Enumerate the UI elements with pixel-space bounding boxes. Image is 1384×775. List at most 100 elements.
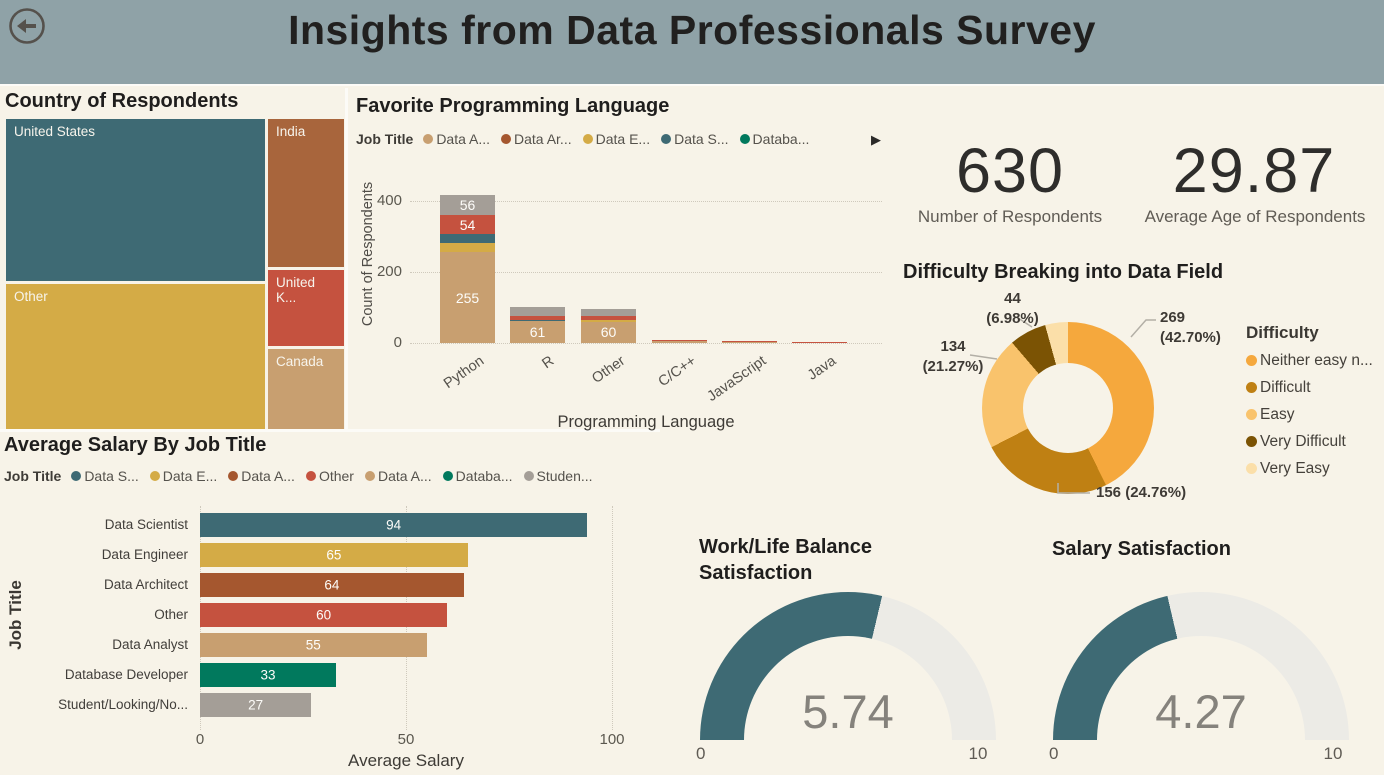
bar-segment[interactable] <box>581 319 636 322</box>
legend-dot-icon <box>71 471 82 481</box>
bar-segment[interactable]: 56 <box>440 195 495 216</box>
x-axis-tick-label: 100 <box>599 731 625 748</box>
legend-dot-icon <box>501 134 512 144</box>
gridline <box>410 272 882 273</box>
legend-item-label: Data Ar... <box>514 131 572 147</box>
bar-value-label: 27 <box>248 697 264 713</box>
legend-dot-icon <box>523 471 534 481</box>
legend-dot-icon <box>305 471 316 481</box>
legend-item[interactable]: Neither easy n... <box>1246 347 1373 374</box>
legend-item[interactable]: Data A... <box>228 468 295 484</box>
x-axis-tick-label: 0 <box>195 731 205 748</box>
bar-segment[interactable]: 61 <box>510 321 565 343</box>
bar-segment[interactable] <box>581 315 636 320</box>
bar-segment[interactable] <box>722 340 777 342</box>
bar[interactable]: 60 <box>200 603 448 627</box>
legend-item-label: Data S... <box>84 468 139 484</box>
y-axis-tick-label: 0 <box>393 334 402 351</box>
legend-dot-icon <box>364 471 375 481</box>
bar[interactable]: 94 <box>200 513 588 537</box>
salary-gauge[interactable] <box>1053 592 1349 741</box>
treemap-tile-united-states[interactable]: United States <box>6 119 265 281</box>
bar[interactable]: 27 <box>200 693 312 717</box>
legend-dot-icon <box>1246 409 1257 420</box>
bar-segment[interactable] <box>652 340 707 342</box>
panel-separator <box>0 429 660 432</box>
bar-value-label: 55 <box>305 637 321 653</box>
category-label: Data Architect <box>103 577 188 592</box>
legend-item[interactable]: Data Ar... <box>501 131 572 147</box>
legend-title: Job Title <box>356 131 414 147</box>
treemap-tile-other[interactable]: Other <box>6 284 265 429</box>
legend-dot-icon <box>228 471 239 481</box>
bar[interactable]: 65 <box>200 543 468 567</box>
treemap-tile-india[interactable]: India <box>268 119 344 267</box>
bar-segment[interactable] <box>510 319 565 322</box>
legend-item-label: Very Easy <box>1260 459 1330 477</box>
legend-item[interactable]: Databa... <box>442 468 513 484</box>
legend-item[interactable]: Very Difficult <box>1246 428 1373 455</box>
gridline <box>410 343 882 344</box>
bar-segment[interactable] <box>581 308 636 316</box>
bar-segment[interactable]: 54 <box>440 215 495 235</box>
category-label: Data Engineer <box>101 547 188 562</box>
bar-value-label: 60 <box>316 607 332 623</box>
difficulty-legend: Neither easy n... Difficult Easy Very Diffi… <box>1246 347 1373 482</box>
bar-segment-label: 54 <box>459 216 476 233</box>
bar-value-label: 65 <box>326 547 342 563</box>
back-button[interactable] <box>7 6 47 46</box>
legend-item[interactable]: Databa... <box>739 131 809 147</box>
salary-gauge-title: Salary Satisfaction <box>1052 538 1231 560</box>
legend-item[interactable]: Data E... <box>582 131 650 147</box>
bar-segment[interactable]: 60 <box>581 321 636 343</box>
salary-gauge-max: 10 <box>1323 744 1343 763</box>
category-label: Data Analyst <box>112 637 188 652</box>
bar[interactable]: 55 <box>200 633 427 657</box>
treemap-title: Country of Respondents <box>5 90 239 112</box>
legend-item[interactable]: Data S... <box>71 468 139 484</box>
wlb-gauge-max: 10 <box>968 744 988 763</box>
bar-segment[interactable] <box>440 243 495 253</box>
legend-item-label: Other <box>318 468 354 484</box>
bar[interactable]: 64 <box>200 573 464 597</box>
category-label: Database Developer <box>64 667 188 682</box>
bar-value-label: 94 <box>386 517 402 533</box>
language-x-axis-title: Programming Language <box>557 413 735 431</box>
language-chart-legend: Job Title Data A... Data Ar... Data E... Da… <box>356 131 820 147</box>
treemap-tile-united-kingdom[interactable]: United K... <box>268 270 344 346</box>
bar-segment[interactable] <box>440 234 495 244</box>
donut-label-neither: 269 (42.70%) <box>1160 309 1221 346</box>
legend-scroll-right-icon[interactable]: ▶ <box>871 132 881 147</box>
donut-label-difficult: 156 (24.76%) <box>1096 484 1187 501</box>
kpi-respondents-label: Number of Respondents <box>917 207 1103 226</box>
legend-dot-icon <box>423 134 434 144</box>
legend-dot-icon <box>1246 436 1257 447</box>
bar-segment-label: 61 <box>529 324 546 341</box>
legend-item[interactable]: Data E... <box>149 468 217 484</box>
y-axis-tick-label: 200 <box>376 263 402 280</box>
legend-item[interactable]: Data A... <box>364 468 432 484</box>
legend-item[interactable]: Very Easy <box>1246 455 1373 482</box>
bar-segment[interactable] <box>722 341 777 343</box>
wlb-gauge-min: 0 <box>696 744 706 763</box>
legend-item[interactable]: Other <box>305 468 354 484</box>
legend-item[interactable]: Difficult <box>1246 374 1373 401</box>
bar-segment[interactable]: 255 <box>440 252 495 343</box>
legend-item[interactable]: Studen... <box>523 468 593 484</box>
bar-segment[interactable] <box>652 341 707 343</box>
donut-label-very-difficult: 44 (6.98%) <box>986 290 1039 327</box>
legend-item-label: Difficult <box>1260 378 1311 396</box>
bar-segment[interactable] <box>510 315 565 320</box>
bar-segment-label: 56 <box>459 197 476 214</box>
legend-item[interactable]: Easy <box>1246 401 1373 428</box>
treemap-tile-canada[interactable]: Canada <box>268 349 344 429</box>
language-chart-title: Favorite Programming Language <box>356 95 670 117</box>
bar-segment[interactable] <box>510 307 565 316</box>
wlb-gauge[interactable] <box>700 592 996 741</box>
legend-item[interactable]: Data S... <box>661 131 729 147</box>
legend-dot-icon <box>149 471 160 481</box>
legend-dot-icon <box>582 134 593 144</box>
bar-segment[interactable] <box>792 342 847 343</box>
legend-item[interactable]: Data A... <box>423 131 490 147</box>
bar[interactable]: 33 <box>200 663 336 687</box>
